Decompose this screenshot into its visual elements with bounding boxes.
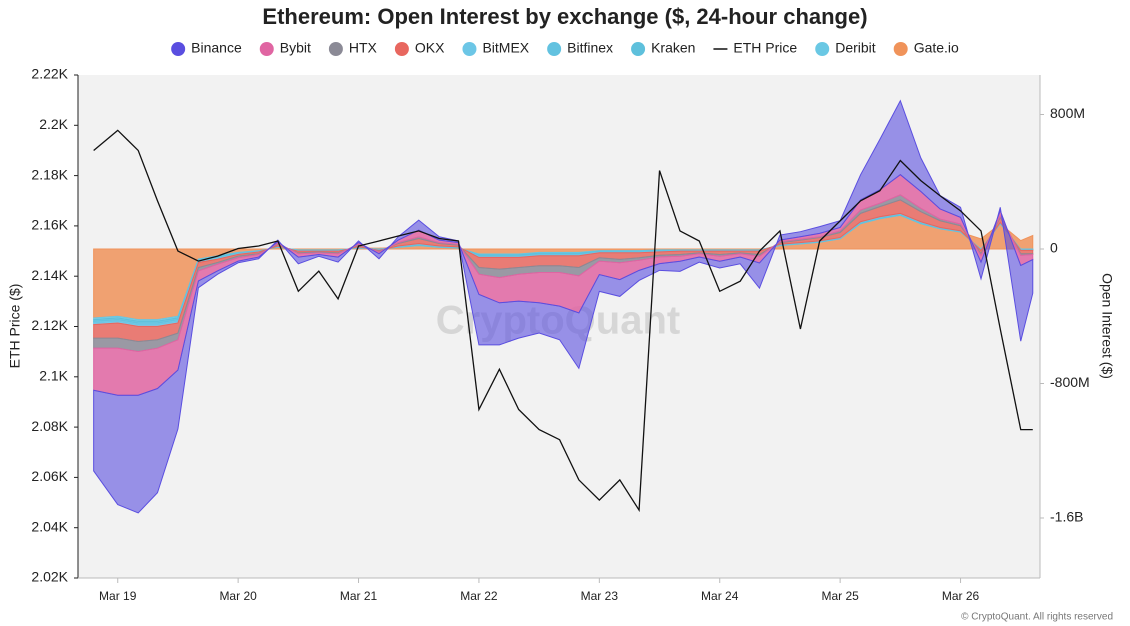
legend-label: BitMEX — [482, 40, 529, 56]
y-axis-label: ETH Price ($) — [7, 284, 23, 369]
legend-swatch — [893, 42, 908, 56]
legend-label: ETH Price — [733, 40, 797, 56]
legend-label: Deribit — [835, 40, 876, 56]
legend-swatch — [547, 42, 562, 56]
x-tick-label: Mar 23 — [581, 589, 619, 603]
y2-axis-label: Open Interest ($) — [1099, 273, 1115, 379]
x-tick-label: Mar 24 — [701, 589, 739, 603]
y-tick-label: 2.04K — [31, 518, 68, 534]
area-binance — [93, 99, 1034, 514]
legend-swatch — [394, 42, 409, 56]
footer: © CryptoQuant. All rights reserved — [961, 612, 1113, 623]
legend-label: Bybit — [280, 40, 311, 56]
x-tick-label: Mar 26 — [942, 589, 980, 603]
y-tick-label: 2.14K — [31, 267, 68, 283]
legend-label: Binance — [191, 40, 242, 56]
x-tick-label: Mar 22 — [460, 589, 498, 603]
legend: Binance Bybit HTX OKX BitMEX Bitfinex Kraken ET… — [171, 40, 959, 56]
legend-label: Gate.io — [914, 40, 959, 56]
x-tick-label: Mar 25 — [821, 589, 859, 603]
legend-swatch — [462, 42, 477, 56]
legend-label: Bitfinex — [567, 40, 613, 56]
y-tick-label: 2.22K — [31, 66, 68, 82]
x-tick-label: Mar 19 — [99, 589, 137, 603]
y2-tick-label: 800M — [1050, 105, 1085, 121]
y-tick-label: 2.02K — [31, 569, 68, 585]
legend-label: OKX — [415, 40, 445, 56]
y-tick-label: 2.06K — [31, 468, 68, 484]
legend-swatch — [815, 42, 830, 56]
y-tick-label: 2.08K — [31, 418, 68, 434]
y-tick-label: 2.12K — [31, 317, 68, 333]
y-tick-label: 2.1K — [39, 368, 68, 384]
y-tick-label: 2.16K — [31, 217, 68, 233]
chart-title: Ethereum: Open Interest by exchange ($, … — [262, 4, 867, 29]
y2-tick-label: -800M — [1050, 374, 1090, 390]
y2-tick-label: -1.6B — [1050, 509, 1083, 525]
y-tick-label: 2.2K — [39, 116, 68, 132]
legend-label: Kraken — [651, 40, 695, 56]
y-tick-label: 2.18K — [31, 166, 68, 182]
x-tick-label: Mar 20 — [219, 589, 257, 603]
legend-label: HTX — [349, 40, 378, 56]
y2-tick-label: 0 — [1050, 240, 1058, 256]
legend-swatch — [259, 42, 274, 56]
legend-swatch — [328, 42, 343, 56]
legend-swatch — [171, 42, 186, 56]
x-tick-label: Mar 21 — [340, 589, 378, 603]
price-line — [93, 129, 1033, 513]
legend-swatch — [631, 42, 646, 56]
